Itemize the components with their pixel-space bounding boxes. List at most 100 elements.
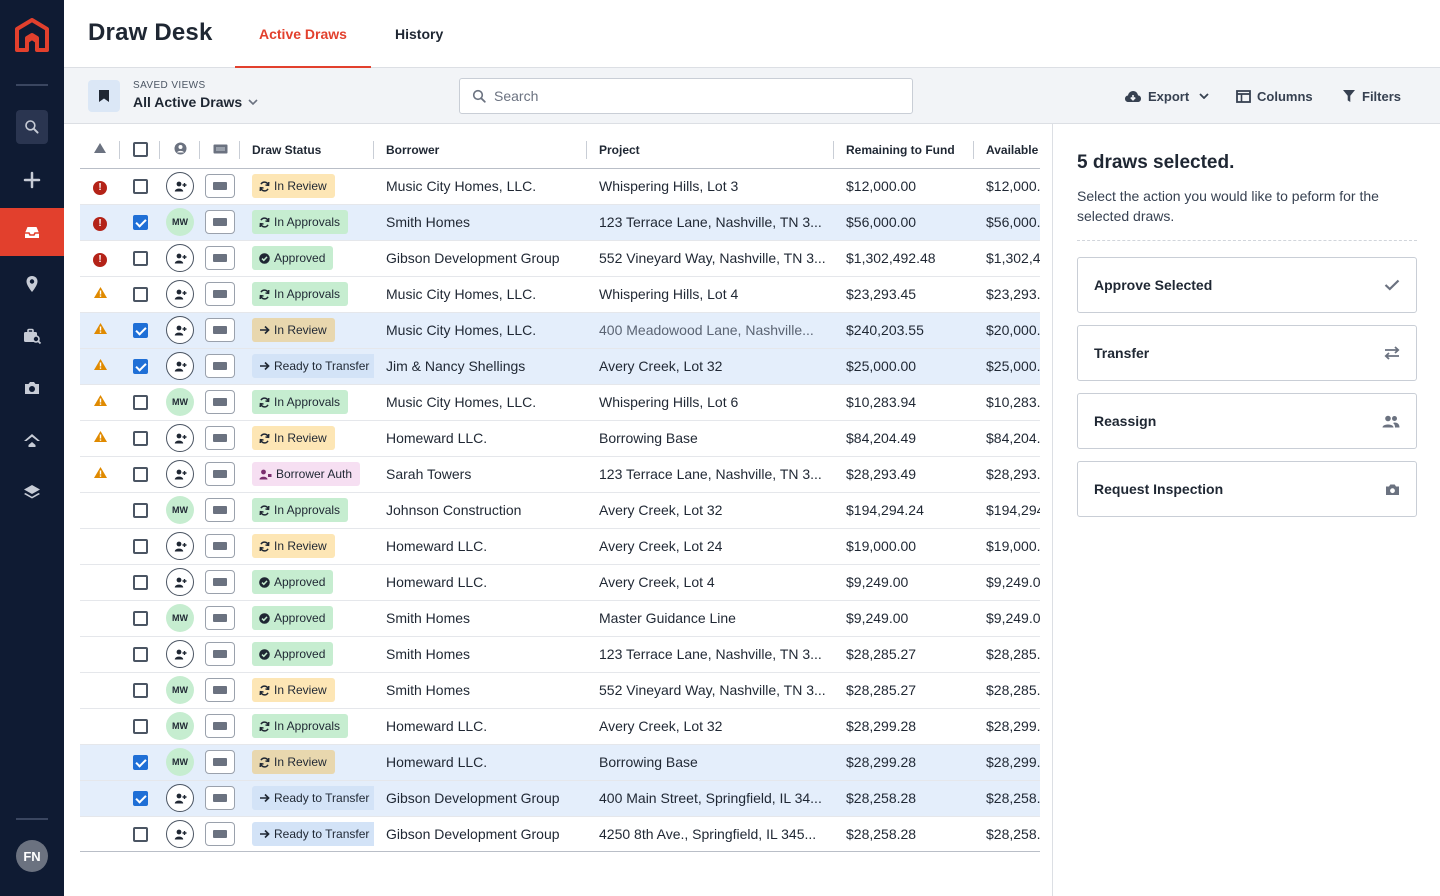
reassign-button[interactable]: Reassign (1077, 393, 1417, 449)
header-ticket[interactable] (200, 132, 240, 169)
sidebar-item-draw-desk[interactable] (0, 208, 64, 256)
row-checkbox[interactable] (132, 791, 148, 807)
sidebar-item-properties[interactable] (0, 416, 64, 464)
header-borrower[interactable]: Borrower (374, 132, 587, 169)
status-badge[interactable]: Borrower Auth (252, 462, 361, 486)
row-checkbox[interactable] (132, 575, 148, 591)
draws-table-container[interactable]: Draw Status Borrower Project Remaining t… (80, 132, 1040, 852)
status-badge[interactable]: In Review (252, 534, 335, 558)
select-cell[interactable] (120, 420, 160, 457)
select-cell[interactable] (120, 816, 160, 851)
row-checkbox[interactable] (132, 647, 148, 663)
table-row[interactable]: In Approvals Music City Homes, LLC. Whis… (80, 276, 1040, 313)
row-checkbox[interactable] (132, 755, 148, 771)
ticket-icon[interactable] (205, 642, 235, 666)
ticket-icon[interactable] (205, 246, 235, 270)
approve-selected-button[interactable]: Approve Selected (1077, 257, 1417, 313)
sidebar-item-layers[interactable] (0, 468, 64, 516)
select-cell[interactable] (120, 528, 160, 565)
status-badge[interactable]: In Review (252, 174, 335, 198)
row-checkbox[interactable] (132, 251, 148, 267)
ticket-icon[interactable] (205, 426, 235, 450)
ticket-icon[interactable] (205, 354, 235, 378)
select-cell[interactable] (120, 708, 160, 745)
status-badge[interactable]: Approved (252, 606, 334, 630)
table-row[interactable]: MW In Review Homeward LLC. Borrowing Bas… (80, 744, 1040, 781)
ticket-icon[interactable] (205, 282, 235, 306)
assign-user-button[interactable] (166, 244, 194, 272)
ticket-icon[interactable] (205, 462, 235, 486)
row-checkbox[interactable] (132, 431, 148, 447)
ticket-icon[interactable] (205, 174, 235, 198)
ticket-icon[interactable] (205, 210, 235, 234)
ticket-icon[interactable] (205, 570, 235, 594)
assignee-avatar[interactable]: MW (166, 748, 194, 776)
table-row[interactable]: In Review Music City Homes, LLC. 400 Mea… (80, 312, 1040, 349)
filters-button[interactable]: Filters (1342, 85, 1401, 107)
select-cell[interactable] (120, 744, 160, 781)
status-badge[interactable]: In Review (252, 426, 335, 450)
table-row[interactable]: Ready to Transfer Gibson Development Gro… (80, 780, 1040, 817)
saved-views-button[interactable] (88, 80, 120, 112)
assign-user-button[interactable] (166, 280, 194, 308)
table-row[interactable]: ! MW In Approvals Smith Homes 123 Terrac… (80, 204, 1040, 241)
search-field[interactable] (459, 78, 913, 114)
status-badge[interactable]: Ready to Transfer (252, 354, 374, 378)
assign-user-button[interactable] (166, 784, 194, 812)
select-cell[interactable] (120, 312, 160, 349)
header-alert[interactable] (80, 132, 120, 169)
table-row[interactable]: MW Approved Smith Homes Master Guidance … (80, 600, 1040, 637)
table-row[interactable]: In Review Homeward LLC. Avery Creek, Lot… (80, 528, 1040, 565)
row-checkbox[interactable] (132, 719, 148, 735)
ticket-icon[interactable] (205, 786, 235, 810)
assignee-avatar[interactable]: MW (166, 496, 194, 524)
header-available[interactable]: Available (974, 132, 1040, 169)
row-checkbox[interactable] (132, 215, 148, 231)
status-badge[interactable]: Ready to Transfer (252, 822, 374, 846)
request-inspection-button[interactable]: Request Inspection (1077, 461, 1417, 517)
assign-user-button[interactable] (166, 532, 194, 560)
row-checkbox[interactable] (132, 179, 148, 195)
status-badge[interactable]: In Approvals (252, 210, 349, 234)
row-checkbox[interactable] (132, 503, 148, 519)
assign-user-button[interactable] (166, 460, 194, 488)
ticket-icon[interactable] (205, 714, 235, 738)
row-checkbox[interactable] (132, 539, 148, 555)
table-row[interactable]: MW In Approvals Homeward LLC. Avery Cree… (80, 708, 1040, 745)
row-checkbox[interactable] (132, 287, 148, 303)
table-row[interactable]: Approved Smith Homes 123 Terrace Lane, N… (80, 636, 1040, 673)
header-remaining-to-fund[interactable]: Remaining to Fund (834, 132, 974, 169)
brand-logo[interactable] (15, 18, 49, 52)
select-cell[interactable] (120, 492, 160, 529)
status-badge[interactable]: Ready to Transfer (252, 786, 374, 810)
header-project[interactable]: Project (587, 132, 834, 169)
table-row[interactable]: Approved Homeward LLC. Avery Creek, Lot … (80, 564, 1040, 601)
transfer-button[interactable]: Transfer (1077, 325, 1417, 381)
assignee-avatar[interactable]: MW (166, 208, 194, 236)
ticket-icon[interactable] (205, 498, 235, 522)
columns-button[interactable]: Columns (1236, 85, 1313, 107)
header-draw-status[interactable]: Draw Status (240, 132, 374, 169)
sidebar-item-add[interactable] (0, 156, 64, 204)
assign-user-button[interactable] (166, 820, 194, 848)
status-badge[interactable]: In Approvals (252, 498, 349, 522)
export-button[interactable]: Export (1124, 85, 1209, 107)
row-checkbox[interactable] (132, 611, 148, 627)
sidebar-search[interactable] (16, 110, 48, 144)
assign-user-button[interactable] (166, 640, 194, 668)
search-input[interactable] (494, 88, 894, 104)
row-checkbox[interactable] (132, 359, 148, 375)
ticket-icon[interactable] (205, 678, 235, 702)
row-checkbox[interactable] (132, 467, 148, 483)
select-cell[interactable] (120, 168, 160, 205)
sidebar-item-inspections[interactable] (0, 364, 64, 412)
table-row[interactable]: In Review Homeward LLC. Borrowing Base $… (80, 420, 1040, 457)
select-cell[interactable] (120, 564, 160, 601)
assign-user-button[interactable] (166, 424, 194, 452)
tab-active-draws[interactable]: Active Draws (235, 0, 371, 69)
row-checkbox[interactable] (132, 395, 148, 411)
ticket-icon[interactable] (205, 750, 235, 774)
status-badge[interactable]: In Approvals (252, 282, 349, 306)
table-row[interactable]: Ready to Transfer Jim & Nancy Shellings … (80, 348, 1040, 385)
table-row[interactable]: ! In Review Music City Homes, LLC. Whisp… (80, 168, 1040, 205)
